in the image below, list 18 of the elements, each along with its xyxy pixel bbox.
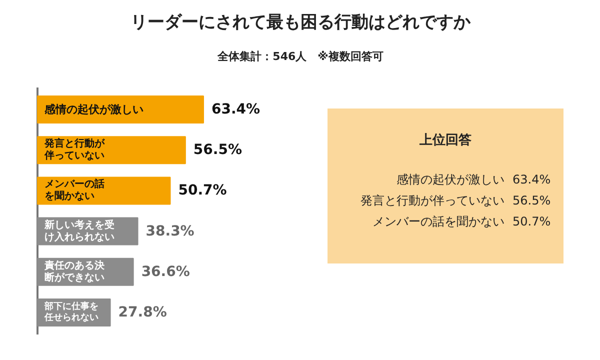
data-label: 36.6% — [141, 264, 190, 280]
data-label: 38.3% — [146, 223, 194, 240]
y-tick-label: 発言と行動が伴っていない — [44, 138, 106, 162]
text: 発言と行動が伴っていない 56.5% — [360, 194, 551, 208]
text: メンバーの話を聞かない 50.7% — [372, 214, 551, 228]
y-tick-label: 感情の起伏が激しい — [44, 103, 144, 116]
text: 上位回答 — [418, 133, 472, 148]
text: 全体集計：546人 ※複数回答可 — [216, 50, 384, 63]
y-tick-label: メンバーの話を聞かない — [44, 178, 104, 202]
y-tick-label: 新しい考えを受け入れられない — [44, 218, 114, 243]
text: リーダーにされて最も困る行動はどれですか — [130, 12, 472, 32]
text: 感情の起伏が激しい 63.4% — [396, 172, 551, 186]
data-label: 50.7% — [178, 182, 227, 199]
data-label: 56.5% — [193, 142, 242, 158]
y-tick-label: 部下に仕事を任せられない — [44, 301, 98, 323]
y-tick-label: 責任のある決断ができない — [44, 259, 106, 284]
data-label: 63.4% — [211, 102, 260, 118]
data-label: 27.8% — [118, 304, 167, 320]
